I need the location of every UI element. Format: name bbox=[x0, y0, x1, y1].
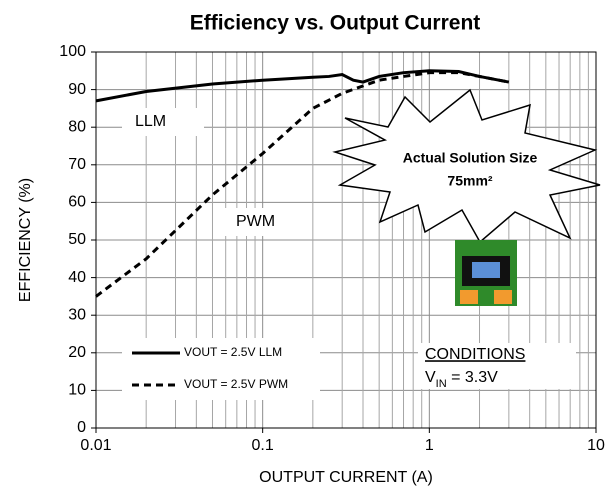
x-tick-label: 0.01 bbox=[80, 437, 111, 454]
annotation-part: V bbox=[425, 369, 436, 386]
x-tick-label: 0.1 bbox=[252, 437, 274, 454]
chip-pad bbox=[494, 290, 512, 304]
annotation: LLM bbox=[135, 113, 166, 130]
x-axis-label: OUTPUT CURRENT (A) bbox=[259, 469, 433, 486]
y-tick-label: 50 bbox=[68, 231, 86, 248]
y-axis-label: EFFICIENCY (%) bbox=[17, 178, 34, 302]
chip-image bbox=[455, 240, 517, 306]
legend-label: VOUT = 2.5V LLM bbox=[184, 345, 282, 359]
legend-label: VOUT = 2.5V PWM bbox=[184, 377, 288, 391]
annotation-part: = 3.3V bbox=[447, 369, 498, 386]
annotation: Actual Solution Size bbox=[403, 150, 538, 166]
chip-pad bbox=[460, 290, 478, 304]
chip-logo bbox=[472, 262, 500, 278]
annotation: 75mm² bbox=[447, 173, 492, 189]
y-tick-label: 60 bbox=[68, 194, 86, 211]
annotation: PWM bbox=[236, 213, 275, 230]
annotation: CONDITIONS bbox=[425, 346, 525, 363]
y-tick-label: 70 bbox=[68, 156, 86, 173]
chart: Efficiency vs. Output Current OUTPUT CUR… bbox=[0, 0, 611, 490]
background bbox=[0, 0, 611, 490]
y-tick-label: 80 bbox=[68, 118, 86, 135]
y-tick-label: 40 bbox=[68, 269, 86, 286]
x-tick-label: 10 bbox=[587, 437, 605, 454]
chart-title: Efficiency vs. Output Current bbox=[190, 12, 481, 35]
y-tick-label: 20 bbox=[68, 344, 86, 361]
y-tick-label: 30 bbox=[68, 306, 86, 323]
y-tick-label: 10 bbox=[68, 382, 86, 399]
x-tick-label: 1 bbox=[425, 437, 434, 454]
y-tick-label: 0 bbox=[77, 419, 86, 436]
y-tick-label: 90 bbox=[68, 81, 86, 98]
y-tick-label: 100 bbox=[59, 43, 86, 60]
annotation-part: IN bbox=[436, 378, 447, 390]
